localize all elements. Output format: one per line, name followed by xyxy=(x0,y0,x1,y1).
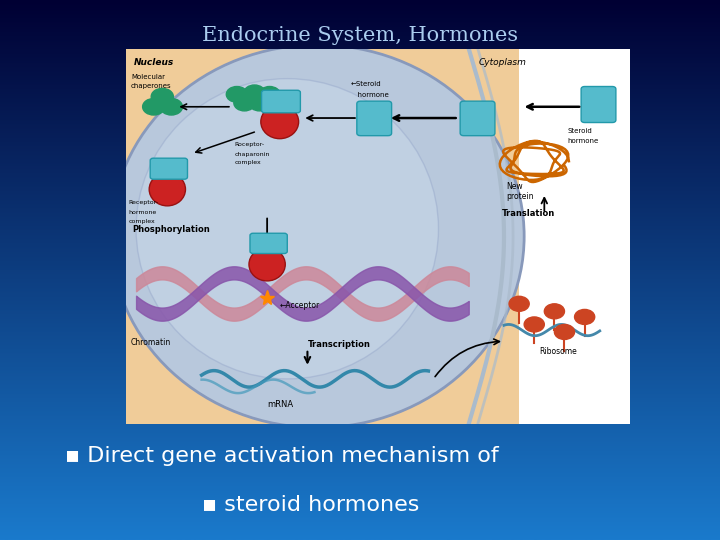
Text: Transcription: Transcription xyxy=(307,340,370,349)
Circle shape xyxy=(234,95,255,111)
FancyBboxPatch shape xyxy=(519,49,630,424)
Ellipse shape xyxy=(149,173,186,206)
Text: ▪ Direct gene activation mechanism of: ▪ Direct gene activation mechanism of xyxy=(65,446,498,467)
Text: Chromatin: Chromatin xyxy=(131,338,171,347)
Text: Ribosome: Ribosome xyxy=(539,347,577,356)
Text: ←Steroid: ←Steroid xyxy=(351,81,381,87)
Text: mRNA: mRNA xyxy=(267,400,293,409)
Text: chaparonin: chaparonin xyxy=(235,152,270,157)
Text: protein: protein xyxy=(507,192,534,201)
Text: hormone: hormone xyxy=(567,138,598,144)
Ellipse shape xyxy=(261,105,299,139)
Text: New: New xyxy=(507,183,523,191)
Circle shape xyxy=(259,86,280,102)
Text: Nucleus: Nucleus xyxy=(133,58,174,68)
Circle shape xyxy=(161,98,182,115)
Text: Phosphorylation: Phosphorylation xyxy=(132,226,210,234)
FancyBboxPatch shape xyxy=(581,86,616,123)
FancyBboxPatch shape xyxy=(357,101,392,136)
Text: ▪ steroid hormones: ▪ steroid hormones xyxy=(202,495,419,515)
Circle shape xyxy=(575,309,595,325)
Ellipse shape xyxy=(111,45,524,428)
FancyBboxPatch shape xyxy=(126,49,630,424)
Text: complex: complex xyxy=(235,160,261,165)
Text: Receptor-: Receptor- xyxy=(128,200,158,205)
FancyBboxPatch shape xyxy=(250,233,287,253)
Text: Roceptor-: Roceptor- xyxy=(235,142,264,147)
Text: Translation: Translation xyxy=(502,208,554,218)
Text: hormone: hormone xyxy=(353,92,389,98)
Circle shape xyxy=(143,98,165,115)
Text: Endocrine System, Hormones: Endocrine System, Hormones xyxy=(202,25,518,45)
FancyBboxPatch shape xyxy=(261,90,300,113)
Circle shape xyxy=(554,325,575,340)
Text: Cytoplasm: Cytoplasm xyxy=(479,58,526,68)
Text: hormone: hormone xyxy=(128,210,157,215)
Text: Steroid: Steroid xyxy=(567,128,592,134)
Text: complex: complex xyxy=(128,219,156,224)
Circle shape xyxy=(524,317,544,332)
FancyBboxPatch shape xyxy=(460,101,495,136)
Text: chaperones: chaperones xyxy=(131,83,171,89)
Circle shape xyxy=(244,85,265,101)
Circle shape xyxy=(544,304,564,319)
Ellipse shape xyxy=(249,248,285,281)
Circle shape xyxy=(509,296,529,311)
FancyBboxPatch shape xyxy=(150,158,187,179)
Text: ←Acceptor: ←Acceptor xyxy=(279,301,320,309)
Circle shape xyxy=(249,95,270,111)
FancyBboxPatch shape xyxy=(126,49,630,424)
Circle shape xyxy=(151,89,174,105)
Circle shape xyxy=(226,86,248,102)
Ellipse shape xyxy=(136,79,438,379)
Text: Molecular: Molecular xyxy=(131,73,165,79)
